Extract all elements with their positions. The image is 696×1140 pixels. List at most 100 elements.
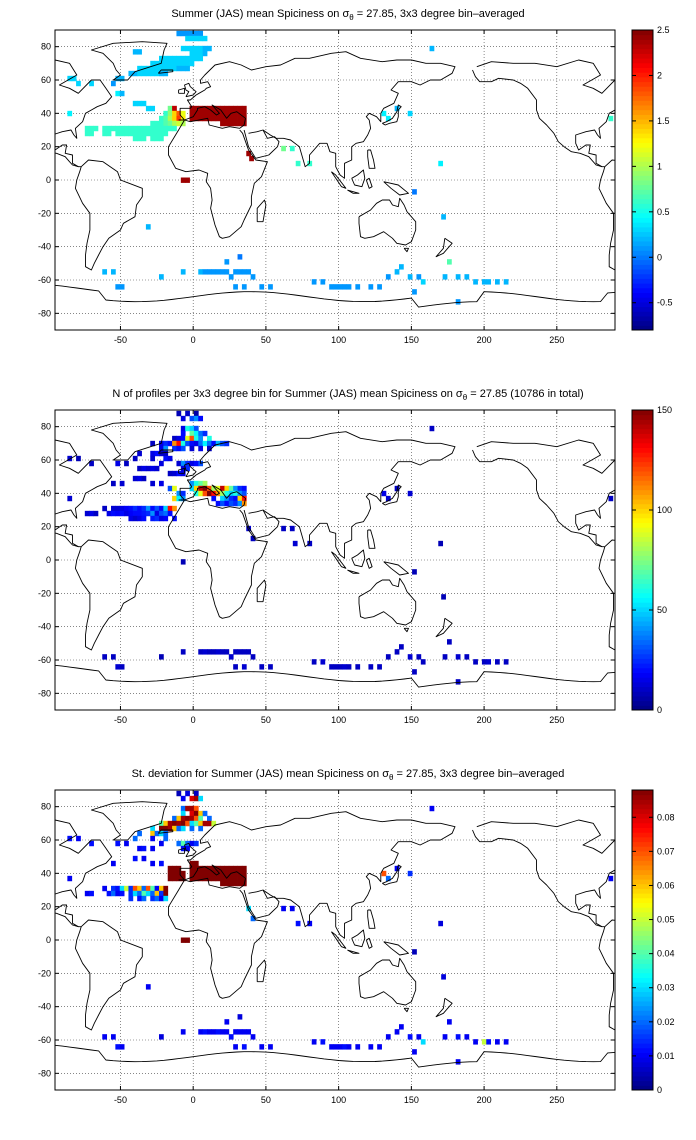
data-cell	[211, 495, 217, 502]
colorbar-tick-label: 0.5	[657, 207, 670, 217]
data-cell	[67, 495, 73, 502]
colorbar-tick-label: 2	[657, 70, 662, 80]
data-cell	[180, 65, 186, 72]
data-cell	[241, 875, 247, 882]
data-cell	[342, 284, 348, 290]
data-cell	[180, 820, 186, 827]
y-tick-label: 0	[46, 175, 51, 185]
data-cell	[119, 885, 125, 892]
colorbar-tick-label: 0.05	[657, 915, 675, 925]
data-cell	[167, 105, 173, 112]
data-cell	[163, 115, 169, 122]
data-cell	[176, 60, 182, 67]
data-cell	[189, 415, 195, 422]
data-cell	[150, 125, 156, 132]
y-tick-label: 60	[41, 455, 51, 465]
data-cell	[608, 115, 614, 122]
data-cell	[163, 445, 169, 452]
data-cell	[198, 445, 204, 452]
data-cell	[333, 284, 339, 290]
data-cell	[111, 510, 116, 517]
data-cell	[412, 949, 417, 955]
coastline	[55, 439, 113, 548]
data-cell	[438, 540, 444, 547]
colorbar-tick-label: 0	[657, 1085, 662, 1095]
data-cell	[207, 105, 212, 112]
data-cell	[399, 1024, 404, 1030]
data-cell	[407, 490, 413, 497]
coastline	[55, 912, 79, 928]
data-cell	[176, 440, 182, 447]
data-cell	[176, 115, 182, 122]
data-cell	[163, 895, 169, 902]
chart-title: St. deviation for Summer (JAS) mean Spic…	[132, 768, 565, 782]
data-cell	[141, 465, 147, 472]
data-cell	[172, 505, 177, 512]
data-cell	[241, 870, 247, 877]
data-cell	[111, 654, 116, 660]
data-cell	[193, 860, 199, 867]
data-cell	[167, 120, 173, 127]
coastline	[178, 467, 185, 474]
data-cell	[211, 110, 217, 117]
data-cell	[137, 450, 142, 457]
data-cell	[189, 815, 195, 822]
data-cell	[429, 425, 435, 432]
data-cell	[224, 870, 230, 877]
data-cell	[150, 860, 156, 867]
data-cell	[167, 115, 173, 122]
data-cell	[193, 110, 199, 117]
data-cell	[145, 505, 151, 512]
x-tick-label: 150	[404, 335, 419, 345]
data-cell	[124, 460, 129, 467]
data-cell	[137, 70, 142, 77]
data-cell	[189, 485, 195, 492]
data-cell	[150, 465, 156, 472]
data-cell	[211, 485, 217, 492]
x-tick-label: 150	[404, 715, 419, 725]
coastline	[382, 104, 402, 126]
data-cell	[180, 425, 186, 432]
data-cell	[224, 110, 230, 117]
data-cell	[241, 284, 247, 290]
data-cell	[394, 865, 400, 872]
coastline	[472, 449, 603, 548]
data-cell	[76, 80, 81, 87]
coastline	[168, 879, 268, 999]
data-cell	[464, 1034, 470, 1040]
data-cell	[159, 115, 164, 122]
data-cell	[193, 105, 199, 112]
data-cell	[84, 125, 90, 132]
coastline	[358, 957, 417, 1006]
y-tick-label: 80	[41, 802, 51, 812]
data-cell	[207, 45, 212, 52]
colorbar-tick-label: 0.07	[657, 846, 675, 856]
y-tick-label: 20	[41, 142, 51, 152]
data-cell	[137, 49, 142, 55]
coastline	[435, 997, 453, 1018]
data-cell	[464, 274, 470, 280]
data-cell	[150, 70, 156, 77]
data-cell	[215, 440, 221, 447]
data-cell	[119, 480, 125, 487]
panel-std-deviation: St. deviation for Summer (JAS) mean Spic…	[0, 760, 696, 1140]
data-cell	[442, 654, 448, 660]
data-cell	[193, 795, 199, 802]
data-cell	[115, 664, 121, 670]
data-cell	[342, 1044, 348, 1050]
data-cell	[220, 105, 225, 112]
data-cell	[198, 30, 204, 37]
data-cell	[246, 905, 252, 912]
data-cell	[473, 659, 478, 665]
data-cell	[198, 430, 204, 437]
data-cell	[172, 115, 177, 122]
coastline	[435, 617, 453, 638]
data-cell	[198, 55, 204, 62]
data-cell	[167, 825, 173, 832]
data-cell	[180, 440, 186, 447]
data-cell	[176, 490, 182, 497]
data-cell	[163, 885, 169, 892]
data-cell	[176, 110, 182, 117]
data-cell	[145, 890, 151, 897]
data-cell	[159, 890, 164, 897]
